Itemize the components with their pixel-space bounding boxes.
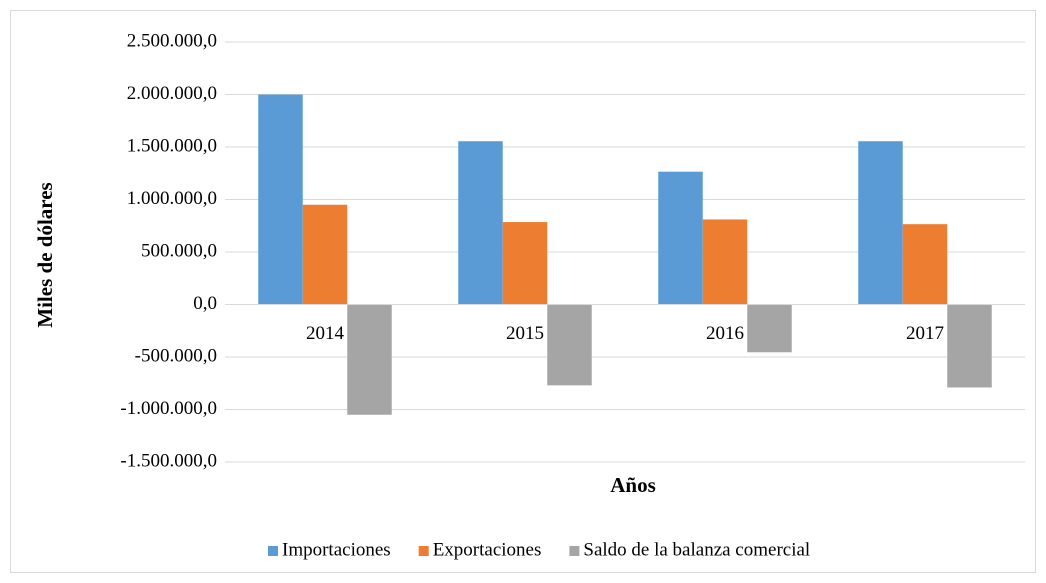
y-tick-label: 1.500.000,0: [127, 135, 217, 156]
y-tick-label: 2.500.000,0: [127, 30, 217, 51]
bar: [947, 304, 992, 388]
bar: [502, 222, 548, 305]
legend-swatch: [418, 546, 429, 556]
x-tick-label: 2017: [906, 323, 944, 344]
bar: [302, 204, 348, 305]
bar: [347, 304, 392, 415]
bar: [547, 304, 592, 386]
legend-swatch: [268, 546, 278, 556]
y-tick-label: 2.000.000,0: [127, 83, 217, 104]
legend-label: Saldo de la balanza comercial: [583, 539, 810, 560]
legend-swatch: [569, 546, 580, 556]
x-axis-title: Años: [610, 473, 656, 497]
bar: [702, 219, 748, 305]
bar: [258, 94, 303, 305]
x-tick-label: 2014: [306, 323, 345, 344]
y-tick-label: 0,0: [193, 293, 217, 314]
y-tick-label: -1.500.000,0: [120, 450, 217, 471]
bar: [747, 304, 792, 353]
bar: [902, 224, 948, 305]
legend-label: Importaciones: [282, 539, 391, 560]
y-tick-label: 1.000.000,0: [127, 188, 217, 209]
y-tick-label: 500.000,0: [141, 240, 217, 261]
x-tick-label: 2015: [506, 323, 544, 344]
y-axis-title: Miles de dólares: [33, 182, 57, 327]
bar: [458, 141, 503, 305]
legend-label: Exportaciones: [433, 539, 542, 560]
x-tick-label: 2016: [706, 323, 744, 344]
y-tick-label: -500.000,0: [135, 345, 217, 366]
y-tick-label: -1.000.000,0: [120, 398, 217, 419]
bar: [858, 141, 903, 305]
bar: [658, 171, 703, 305]
